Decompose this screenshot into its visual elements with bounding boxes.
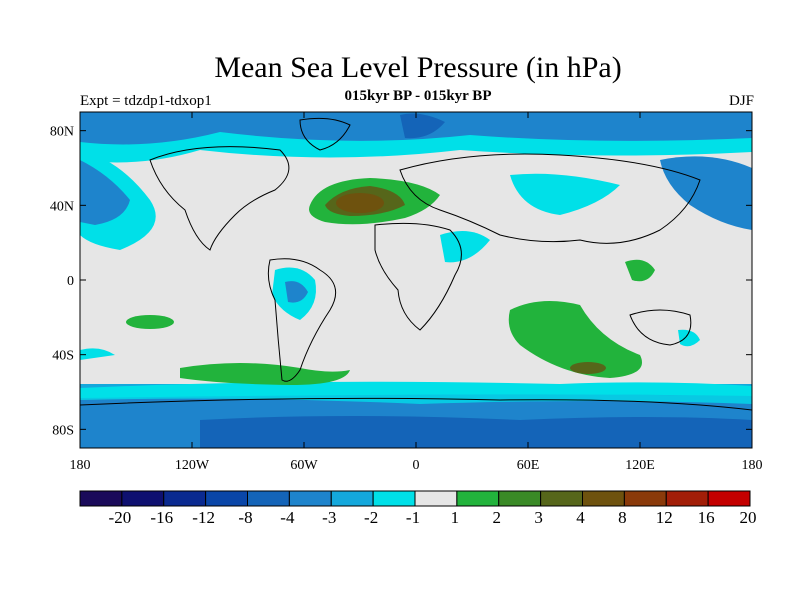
colorbar-swatch: [372, 490, 416, 507]
colorbar-label: -1: [406, 508, 420, 527]
colorbar-label: 2: [493, 508, 502, 527]
lat-tick-label: 40S: [52, 349, 74, 364]
colorbar-label: 16: [698, 508, 715, 527]
lon-tick-label: 60W: [290, 458, 318, 473]
colorbar-swatch: [414, 490, 458, 507]
colorbar-label: -20: [109, 508, 132, 527]
pressure-field: [80, 112, 752, 448]
season-label: DJF: [728, 93, 754, 109]
colorbar-swatch: [121, 490, 165, 507]
lon-tick-label: 180: [742, 458, 763, 473]
colorbar-label: -12: [192, 508, 215, 527]
colorbar-swatch: [330, 490, 374, 507]
colorbar-label: -4: [280, 508, 295, 527]
lat-tick-label: 80N: [50, 125, 74, 140]
colorbar-swatch: [456, 490, 500, 507]
colorbar: [79, 490, 751, 507]
colorbar-label: -16: [150, 508, 173, 527]
colorbar-label: 4: [576, 508, 585, 527]
colorbar-swatch: [288, 490, 332, 507]
lon-tick-label: 180: [70, 458, 91, 473]
colorbar-label: 12: [656, 508, 673, 527]
experiment-label: Expt = tdzdp1-tdxop1: [80, 93, 212, 109]
colorbar-swatch: [665, 490, 709, 507]
colorbar-label: 1: [451, 508, 460, 527]
colorbar-swatch: [623, 490, 667, 507]
colorbar-label: -8: [238, 508, 252, 527]
colorbar-label: -2: [364, 508, 378, 527]
map-title: Mean Sea Level Pressure (in hPa): [214, 51, 622, 84]
lat-tick-label: 40N: [50, 199, 74, 214]
colorbar-label: 20: [740, 508, 757, 527]
lon-tick-label: 0: [413, 458, 420, 473]
colorbar-label: 3: [534, 508, 543, 527]
lon-tick-label: 60E: [517, 458, 540, 473]
map-subtitle: 015kyr BP - 015kyr BP: [344, 88, 492, 104]
colorbar-label: 8: [618, 508, 627, 527]
lat-tick-label: 0: [67, 274, 74, 289]
colorbar-swatch: [79, 490, 123, 507]
lat-tick-label: 80S: [52, 423, 74, 438]
longitude-ticks: 180 120W 60W 0 60E 120E 180: [70, 112, 763, 473]
colorbar-swatch: [205, 490, 248, 507]
colorbar-label: -3: [322, 508, 336, 527]
colorbar-swatch: [247, 490, 290, 507]
lon-tick-label: 120E: [625, 458, 655, 473]
latitude-ticks: 80N 40N 0 40S 80S: [50, 125, 752, 438]
colorbar-swatch: [163, 490, 207, 507]
coastlines: [80, 117, 752, 411]
colorbar-swatch: [707, 490, 751, 507]
lon-tick-label: 120W: [175, 458, 210, 473]
colorbar-swatch: [498, 490, 542, 507]
colorbar-labels: -20 -16 -12 -8 -4 -3 -2 -1 1 2 3 4 8 12 16 20: [109, 508, 757, 527]
colorbar-swatch: [540, 490, 583, 507]
colorbar-swatch: [582, 490, 625, 507]
